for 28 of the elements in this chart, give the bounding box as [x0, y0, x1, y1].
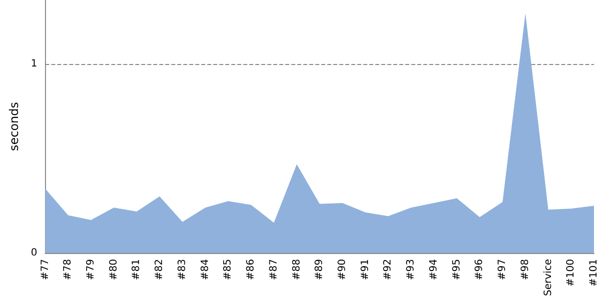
x-tick-label: #96 — [474, 259, 486, 280]
x-tick-label: #95 — [451, 259, 462, 280]
y-axis-title: seconds — [7, 102, 21, 152]
x-tick-label: #100 — [566, 259, 577, 286]
x-tick-label: #97 — [497, 259, 508, 280]
x-tick-label: #80 — [108, 259, 120, 280]
x-tick-label: #92 — [382, 259, 394, 280]
x-tick-label: #82 — [154, 259, 166, 280]
x-tick-label: #93 — [406, 259, 417, 280]
y-tick-label: 0 — [30, 248, 38, 258]
x-tick-label: #89 — [314, 259, 326, 280]
x-tick-label: #87 — [268, 259, 280, 280]
x-tick-label: #91 — [360, 259, 371, 280]
x-tick-label: #90 — [336, 259, 348, 280]
y-tick-label: 1 — [30, 58, 38, 70]
x-tick-label: #79 — [85, 259, 96, 280]
x-tick-label: #77 — [40, 259, 51, 280]
x-tick-label: #84 — [200, 259, 211, 280]
x-tick-label: #94 — [428, 259, 440, 280]
x-tick-label: #101 — [588, 259, 600, 286]
x-tick-label: #85 — [222, 259, 234, 280]
x-tick-label: #78 — [62, 259, 74, 280]
x-tick-label: #98 — [520, 259, 531, 280]
x-tick-label: Service — [542, 259, 554, 296]
x-tick-label: #86 — [246, 259, 257, 280]
x-tick-label: #81 — [131, 259, 142, 280]
x-tick-label: #83 — [176, 259, 188, 280]
x-tick-label: #88 — [291, 259, 302, 280]
